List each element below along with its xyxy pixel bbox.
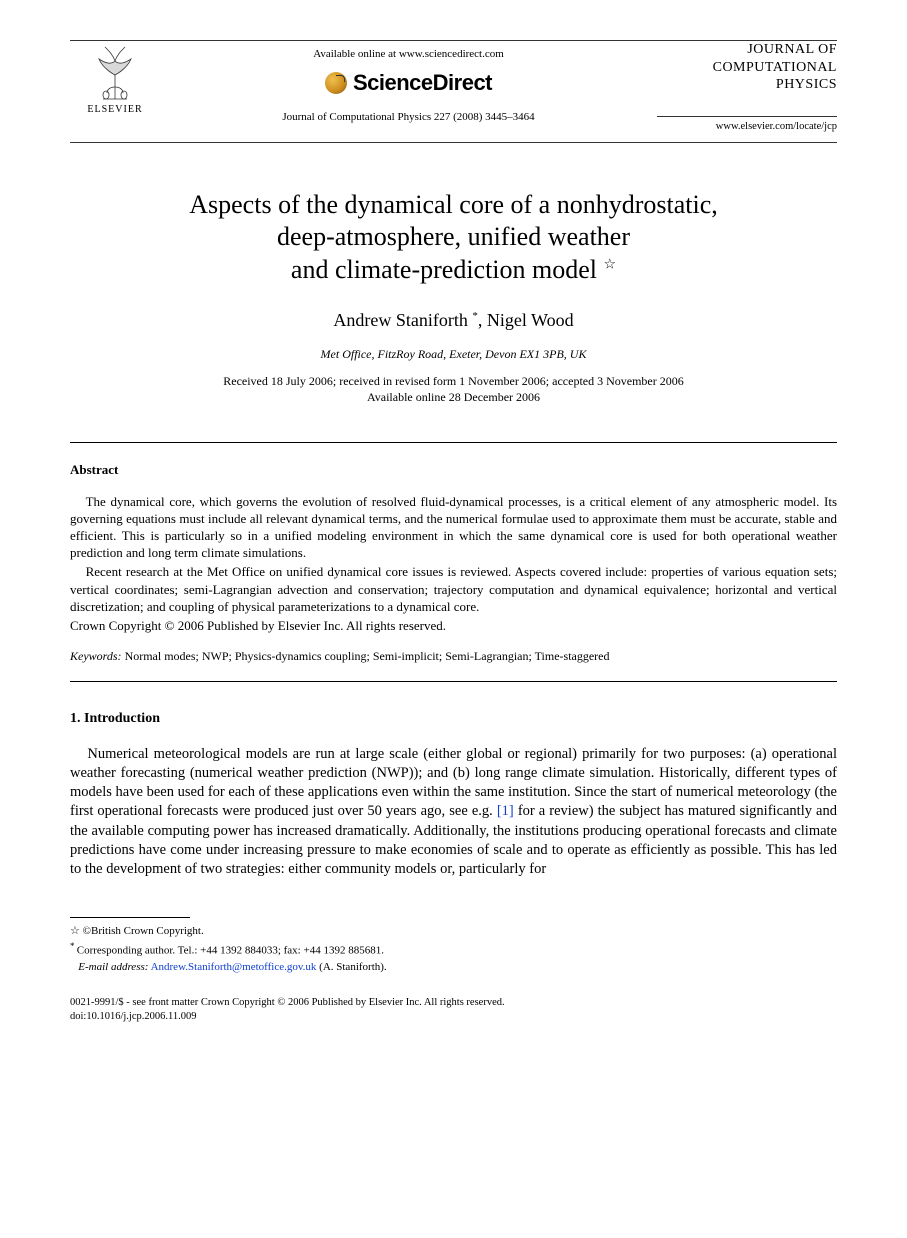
publisher-block: ELSEVIER <box>70 41 160 117</box>
article-dates: Received 18 July 2006; received in revis… <box>70 373 837 407</box>
corresponding-mark: * <box>472 310 478 322</box>
center-header: Available online at www.sciencedirect.co… <box>160 41 657 124</box>
sciencedirect-ball-icon <box>325 72 347 94</box>
footnote-corresponding: * Corresponding author. Tel.: +44 1392 8… <box>70 940 837 960</box>
footnotes: ☆ ©British Crown Copyright. * Correspond… <box>70 924 837 975</box>
footnote-email: E-mail address: Andrew.Staniforth@metoff… <box>70 960 837 976</box>
sciencedirect-logo: ScienceDirect <box>325 68 492 98</box>
footnote-crown: ☆ ©British Crown Copyright. <box>70 924 837 940</box>
abstract-para-2: Recent research at the Met Office on uni… <box>70 563 837 614</box>
author-2: Nigel Wood <box>487 310 574 330</box>
affiliation: Met Office, FitzRoy Road, Exeter, Devon … <box>70 346 837 362</box>
intro-paragraph: Numerical meteorological models are run … <box>70 745 837 880</box>
doi-line: doi:10.1016/j.jcp.2006.11.009 <box>70 1010 837 1024</box>
section-1-heading: 1. Introduction <box>70 710 837 729</box>
journal-name: JOURNAL OF COMPUTATIONAL PHYSICS <box>657 41 837 94</box>
abstract-body: The dynamical core, which governs the ev… <box>70 493 837 615</box>
elsevier-tree-icon <box>85 41 145 101</box>
abstract-copyright: Crown Copyright © 2006 Published by Else… <box>70 617 837 635</box>
abstract-heading: Abstract <box>70 461 837 479</box>
footnote-star-icon: ☆ <box>70 925 83 937</box>
keywords: Keywords: Normal modes; NWP; Physics-dyn… <box>70 648 837 664</box>
footnote-rule <box>70 917 190 918</box>
email-label: E-mail address: <box>78 961 148 973</box>
title-footnote-star-icon: ☆ <box>604 257 617 272</box>
journal-title-block: JOURNAL OF COMPUTATIONAL PHYSICS www.els… <box>657 41 837 134</box>
journal-reference: Journal of Computational Physics 227 (20… <box>160 110 657 125</box>
publisher-label: ELSEVIER <box>87 103 142 117</box>
abstract-bottom-rule <box>70 681 837 682</box>
authors: Andrew Staniforth *, Nigel Wood <box>70 308 837 332</box>
keywords-label: Keywords: <box>70 649 122 663</box>
journal-url: www.elsevier.com/locate/jcp <box>657 116 837 134</box>
available-online-text: Available online at www.sciencedirect.co… <box>160 47 657 62</box>
abstract-para-1: The dynamical core, which governs the ev… <box>70 493 837 562</box>
issn-copyright-line: 0021-9991/$ - see front matter Crown Cop… <box>70 996 837 1010</box>
abstract-top-rule <box>70 442 837 443</box>
sciencedirect-wordmark: ScienceDirect <box>353 68 492 98</box>
footnote-asterisk-icon: * <box>70 941 77 951</box>
keywords-text: Normal modes; NWP; Physics-dynamics coup… <box>125 649 610 663</box>
reference-link-1[interactable]: [1] <box>497 803 514 819</box>
header-row: ELSEVIER Available online at www.science… <box>70 41 837 134</box>
front-matter-footer: 0021-9991/$ - see front matter Crown Cop… <box>70 996 837 1024</box>
header-bottom-rule <box>70 142 837 143</box>
email-link[interactable]: Andrew.Staniforth@metoffice.gov.uk <box>151 961 317 973</box>
author-1: Andrew Staniforth <box>333 310 467 330</box>
article-title: Aspects of the dynamical core of a nonhy… <box>70 189 837 287</box>
